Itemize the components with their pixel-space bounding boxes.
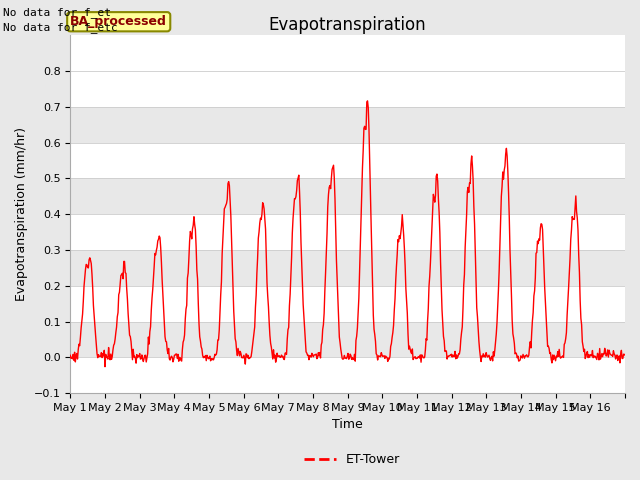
ET-Tower	[262, 226, 269, 232]
Y-axis label: Evapotranspiration (mm/hr): Evapotranspiration (mm/hr)	[15, 127, 28, 301]
Bar	[70, 71, 625, 107]
Text: No data for f_etc: No data for f_etc	[3, 22, 118, 33]
ET-Tower	[283, 351, 291, 357]
Bar	[70, 214, 625, 250]
Title: Evapotranspiration: Evapotranspiration	[269, 16, 426, 34]
Bar	[70, 107, 625, 143]
ET-Tower	[101, 364, 109, 370]
Text: No data for f_et: No data for f_et	[3, 7, 111, 18]
ET-Tower	[438, 283, 445, 288]
ET-Tower	[132, 360, 140, 366]
Bar	[70, 179, 625, 214]
Bar	[70, 322, 625, 357]
X-axis label: Time: Time	[332, 419, 363, 432]
ET-Tower	[621, 352, 629, 358]
Bar	[70, 143, 625, 179]
ET-Tower	[234, 346, 242, 351]
ET-Tower	[406, 347, 414, 352]
Line: ET-Tower: ET-Tower	[70, 101, 625, 367]
ET-Tower	[67, 352, 74, 358]
Text: BA_processed: BA_processed	[70, 15, 167, 28]
Bar	[70, 357, 625, 393]
Legend: ET-Tower: ET-Tower	[300, 448, 404, 471]
ET-Tower	[364, 98, 371, 104]
Bar	[70, 250, 625, 286]
Bar	[70, 286, 625, 322]
